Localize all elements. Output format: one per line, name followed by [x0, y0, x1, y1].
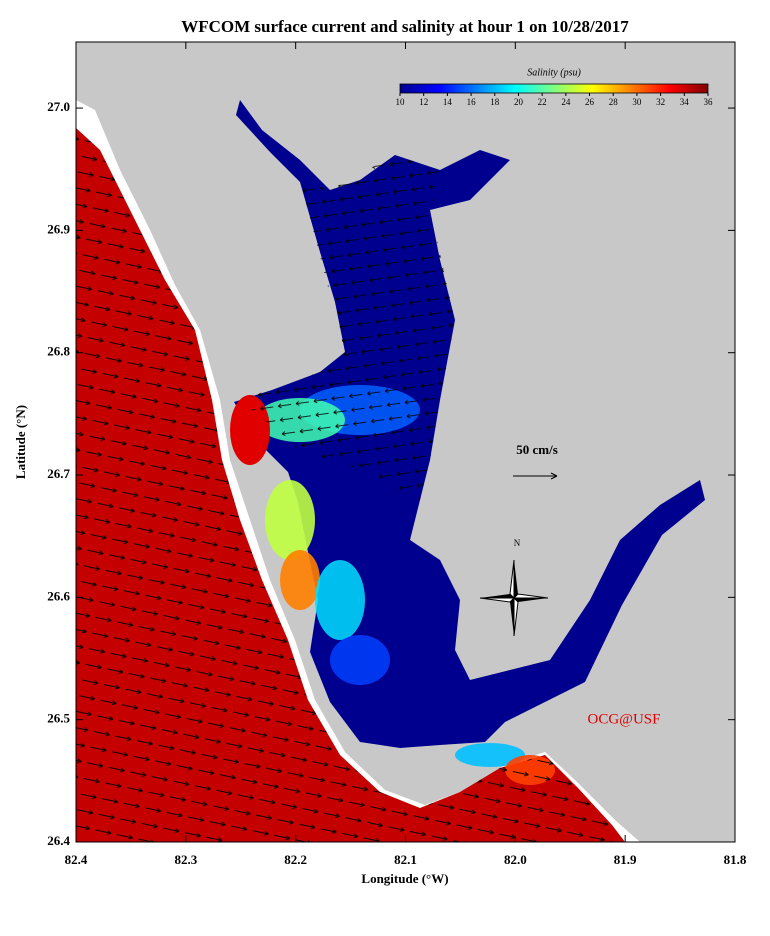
- credit: OCG@USF: [587, 711, 660, 727]
- y-tick-label: 26.9: [47, 221, 70, 236]
- y-tick-label: 26.4: [47, 833, 70, 848]
- salinity-patch: [280, 550, 320, 610]
- x-tick-label: 81.8: [724, 852, 747, 867]
- colorbar-tick-label: 36: [704, 97, 714, 107]
- scale-arrow: [550, 472, 558, 480]
- x-tick-label: 82.1: [394, 852, 417, 867]
- salinity-patch: [455, 743, 525, 767]
- salinity-patch: [315, 560, 365, 640]
- y-tick-label: 27.0: [47, 99, 70, 114]
- title: WFCOM surface current and salinity at ho…: [181, 17, 629, 36]
- colorbar-tick-label: 10: [396, 97, 406, 107]
- compass: [479, 559, 549, 637]
- current-arrows: [76, 128, 625, 842]
- current-arrows: [240, 155, 455, 500]
- colorbar-tick-label: 20: [514, 97, 524, 107]
- colorbar-tick-label: 30: [632, 97, 642, 107]
- colorbar-tick-label: 32: [656, 97, 665, 107]
- map: 50 cm/s N OCG@USF Salinity (psu): [76, 42, 735, 842]
- colorbar-tick-label: 28: [609, 97, 619, 107]
- salinity-patch: [265, 480, 315, 560]
- x-tick-label: 81.9: [614, 852, 637, 867]
- colorbar-tick-label: 16: [467, 97, 477, 107]
- compass-label: N: [514, 538, 521, 548]
- colorbar-label: Salinity (psu): [527, 67, 581, 78]
- colorbar-tick-label: 12: [419, 97, 428, 107]
- scale-label: 50 cm/s: [516, 442, 558, 457]
- salinity-patch: [330, 635, 390, 685]
- y-tick-label: 26.8: [47, 344, 70, 359]
- x-axis-label: Longitude (°W): [361, 871, 448, 886]
- x-tick-label: 82.3: [174, 852, 197, 867]
- colorbar-tick-label: 24: [561, 97, 571, 107]
- x-tick-label: 82.4: [65, 852, 88, 867]
- y-tick-label: 26.6: [47, 588, 70, 603]
- x-tick-label: 82.0: [504, 852, 527, 867]
- colorbar-tick-label: 14: [443, 97, 453, 107]
- y-tick-label: 26.7: [47, 466, 70, 481]
- colorbar-tick-label: 34: [680, 97, 690, 107]
- x-tick-label: 82.2: [284, 852, 307, 867]
- y-axis-label: Latitude (°N): [13, 405, 28, 479]
- y-tick-label: 26.5: [47, 711, 70, 726]
- colorbar-tick-label: 22: [538, 97, 547, 107]
- colorbar-tick-label: 18: [490, 97, 500, 107]
- colorbar-tick-label: 26: [585, 97, 595, 107]
- colorbar: [399, 83, 709, 94]
